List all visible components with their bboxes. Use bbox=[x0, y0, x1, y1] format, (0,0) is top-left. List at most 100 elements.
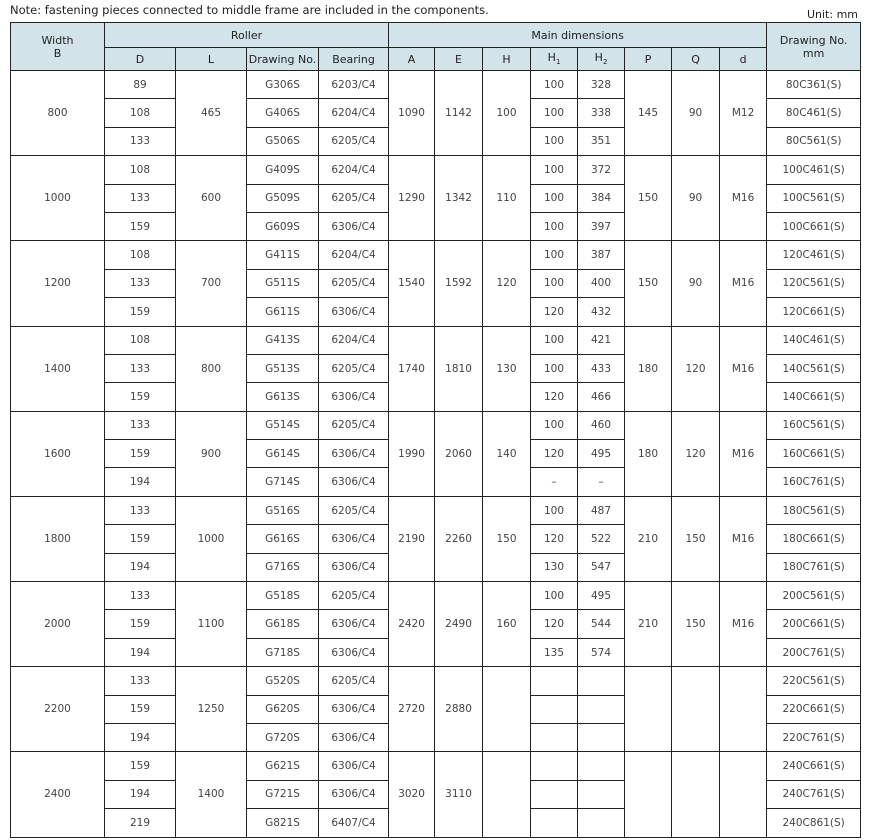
unit-label: Unit: mm bbox=[806, 8, 858, 21]
roller-l-cell: 465 bbox=[175, 69, 247, 157]
h-cell bbox=[482, 751, 532, 838]
e-cell: 1342 bbox=[434, 155, 484, 242]
p-cell: 150 bbox=[624, 240, 673, 327]
width-cell: 800 bbox=[10, 69, 105, 157]
h2-cell: 547 bbox=[577, 552, 626, 583]
roller-drawing-cell: G716S bbox=[246, 552, 319, 583]
drawing-no-cell: 220C661(S) bbox=[766, 694, 862, 724]
roller-drawing-cell: G611S bbox=[246, 297, 319, 327]
h2-cell bbox=[577, 722, 626, 753]
h1-letter: H bbox=[547, 51, 556, 65]
e-cell: 2260 bbox=[434, 495, 484, 583]
drawing-no-cell: 240C661(S) bbox=[766, 751, 862, 781]
roller-d-cell: 194 bbox=[104, 637, 176, 668]
q-cell: 150 bbox=[671, 581, 721, 668]
roller-l-cell: 1250 bbox=[175, 666, 247, 753]
drawing-no-label: Drawing No. bbox=[779, 33, 848, 47]
bearing-cell: 6306/C4 bbox=[317, 552, 390, 583]
roller-drawing-cell: G409S bbox=[246, 155, 319, 185]
e-cell: 1592 bbox=[434, 240, 484, 327]
header-a: A bbox=[388, 47, 436, 71]
h1-cell bbox=[530, 808, 579, 838]
bearing-cell: 6306/C4 bbox=[317, 524, 390, 554]
h-cell: 150 bbox=[482, 495, 532, 583]
d-cell: M16 bbox=[719, 495, 768, 583]
h2-cell: 544 bbox=[577, 609, 626, 639]
h1-cell: – bbox=[530, 467, 579, 497]
h-cell: 160 bbox=[482, 581, 532, 668]
h1-cell: 130 bbox=[530, 552, 579, 583]
table-row: 1000 108 600 G409S 6204/C4 1290 1342 110 100 372 1… bbox=[10, 155, 862, 242]
bearing-cell: 6306/C4 bbox=[317, 609, 390, 639]
bearing-cell: 6204/C4 bbox=[317, 98, 390, 128]
table-row: 2000 133 1100 G518S 6205/C4 2420 2490 160 100 495… bbox=[10, 581, 862, 668]
bearing-cell: 6205/C4 bbox=[317, 126, 390, 157]
h2-cell bbox=[577, 779, 626, 810]
roller-d-cell: 159 bbox=[104, 694, 176, 724]
table-row: 133 G511S 6205/C4 100 400 120C561(S) bbox=[11, 268, 862, 299]
d-cell: M16 bbox=[719, 240, 768, 327]
roller-drawing-cell: G821S bbox=[246, 808, 319, 838]
h1-cell bbox=[530, 666, 579, 696]
h1-cell: 100 bbox=[530, 126, 579, 157]
h1-cell bbox=[530, 779, 579, 810]
table-row: 159 G613S 6306/C4 120 466 140C661(S) bbox=[11, 382, 862, 412]
h1-cell: 135 bbox=[530, 637, 579, 668]
p-cell bbox=[624, 751, 673, 838]
h2-cell: 421 bbox=[577, 325, 626, 355]
roller-l-cell: 1100 bbox=[175, 581, 247, 668]
roller-d-cell: 159 bbox=[104, 439, 176, 469]
table-row: 159 G614S 6306/C4 120 495 160C661(S) bbox=[11, 439, 862, 469]
drawing-no-cell: 120C661(S) bbox=[766, 297, 862, 327]
h2-cell: 351 bbox=[577, 126, 626, 157]
header-q: Q bbox=[671, 47, 721, 71]
roller-drawing-cell: G511S bbox=[246, 268, 319, 299]
p-cell: 150 bbox=[624, 155, 673, 242]
roller-l-cell: 1400 bbox=[175, 751, 247, 838]
header-drawing-no: Drawing No. mm bbox=[766, 22, 862, 71]
drawing-no-cell: 140C461(S) bbox=[766, 325, 862, 355]
d-cell: M16 bbox=[719, 410, 768, 497]
bearing-cell: 6205/C4 bbox=[317, 410, 390, 441]
roller-d-cell: 133 bbox=[104, 410, 176, 441]
header-roller-drawing-no: Drawing No. bbox=[246, 47, 319, 71]
roller-l-cell: 1000 bbox=[175, 495, 247, 583]
h1-cell bbox=[530, 694, 579, 724]
roller-drawing-cell: G514S bbox=[246, 410, 319, 441]
drawing-no-cell: 220C561(S) bbox=[766, 666, 862, 696]
p-cell: 210 bbox=[624, 581, 673, 668]
drawing-no-cell: 160C761(S) bbox=[766, 467, 862, 497]
a-cell: 3020 bbox=[388, 751, 436, 838]
roller-drawing-cell: G613S bbox=[246, 382, 319, 412]
h1-cell: 100 bbox=[530, 98, 579, 128]
roller-d-cell: 194 bbox=[104, 722, 176, 753]
drawing-no-cell: 100C461(S) bbox=[766, 155, 862, 185]
roller-drawing-cell: G721S bbox=[246, 779, 319, 810]
bearing-cell: 6205/C4 bbox=[317, 581, 390, 611]
roller-d-cell: 89 bbox=[104, 69, 176, 100]
q-cell: 90 bbox=[671, 240, 721, 327]
a-cell: 1740 bbox=[388, 325, 436, 412]
d-cell: M16 bbox=[719, 325, 768, 412]
bearing-cell: 6306/C4 bbox=[317, 751, 390, 781]
roller-d-cell: 159 bbox=[104, 382, 176, 412]
roller-drawing-cell: G513S bbox=[246, 353, 319, 384]
table-row: 1600 133 900 G514S 6205/C4 1990 2060 140 100 460 1… bbox=[10, 410, 862, 497]
q-cell: 120 bbox=[671, 325, 721, 412]
q-cell: 150 bbox=[671, 495, 721, 583]
h1-cell: 100 bbox=[530, 410, 579, 441]
bearing-cell: 6306/C4 bbox=[317, 722, 390, 753]
roller-drawing-cell: G616S bbox=[246, 524, 319, 554]
d-cell: M12 bbox=[719, 69, 768, 157]
drawing-no-cell: 80C461(S) bbox=[766, 98, 862, 128]
drawing-no-cell: 200C561(S) bbox=[766, 581, 862, 611]
q-cell: 120 bbox=[671, 410, 721, 497]
drawing-no-cell: 120C461(S) bbox=[766, 240, 862, 270]
table-row: 1400 108 800 G413S 6204/C4 1740 1810 130 100 421 1… bbox=[10, 325, 862, 412]
e-cell: 2880 bbox=[434, 666, 484, 753]
q-cell bbox=[671, 666, 721, 753]
header-width: Width B bbox=[10, 22, 105, 71]
width-cell: 2400 bbox=[10, 751, 105, 838]
d-cell bbox=[719, 666, 768, 753]
table-row: 2400 159 1400 G621S 6306/C4 3020 3110 240C661(S… bbox=[10, 751, 862, 838]
